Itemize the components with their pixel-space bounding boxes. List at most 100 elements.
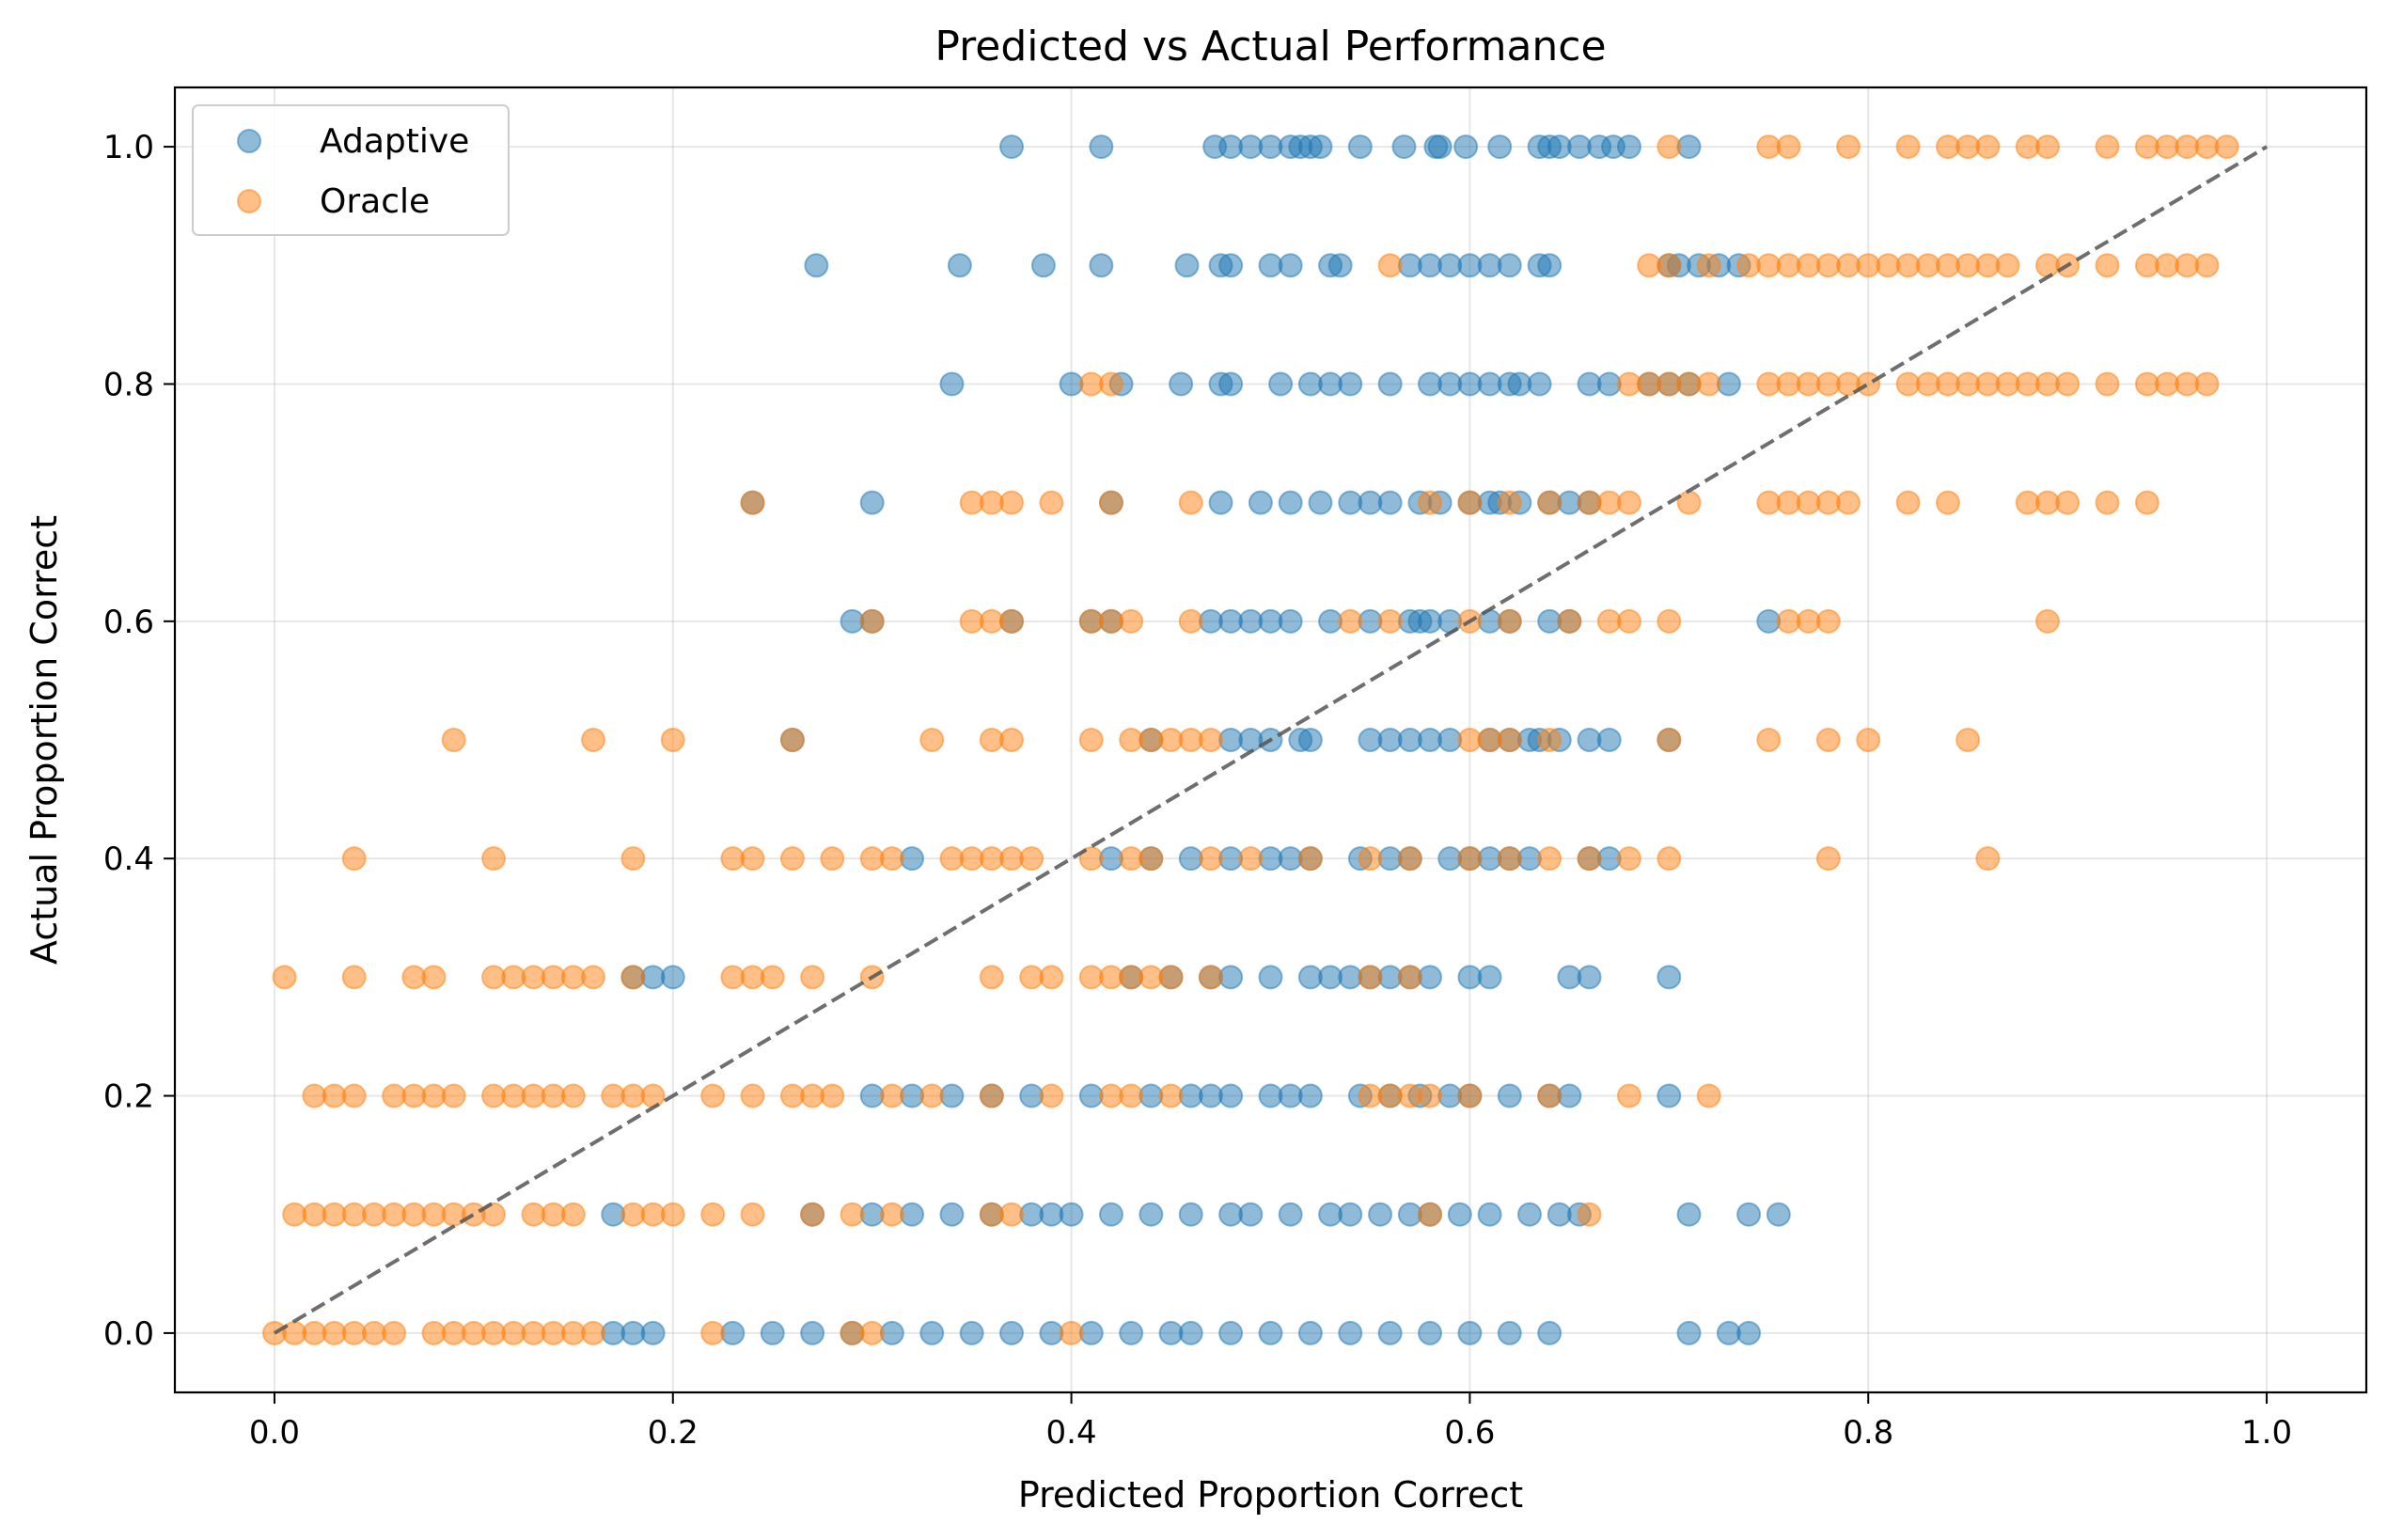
y-tick-label: 1.0	[103, 129, 154, 166]
data-point	[804, 253, 829, 278]
data-point	[1297, 846, 1323, 872]
legend-box	[192, 104, 510, 236]
data-point	[1975, 134, 2001, 160]
data-point	[341, 1083, 367, 1108]
series-oracle	[261, 134, 2239, 1345]
data-point	[820, 1083, 845, 1108]
data-point	[1218, 253, 1244, 278]
data-point	[1039, 490, 1064, 515]
data-point	[1676, 1202, 1702, 1227]
data-point	[1059, 1202, 1084, 1227]
data-point	[999, 608, 1025, 634]
data-point	[2055, 490, 2081, 515]
data-point	[999, 490, 1025, 515]
data-point	[1477, 1202, 1502, 1227]
y-tick-label: 0.6	[103, 604, 154, 641]
data-point	[1427, 134, 1453, 160]
legend-marker-adaptive	[237, 129, 261, 153]
x-tick-label: 0.2	[648, 1414, 699, 1452]
data-point	[1338, 371, 1363, 397]
data-point	[959, 1320, 984, 1345]
data-point	[999, 728, 1025, 752]
data-point	[1098, 1202, 1123, 1227]
data-point	[341, 965, 367, 990]
data-point	[1657, 965, 1682, 990]
data-point	[341, 846, 367, 872]
data-point	[1453, 134, 1479, 160]
data-point	[1377, 371, 1403, 397]
data-point	[1208, 490, 1233, 515]
data-point	[740, 1202, 765, 1227]
data-point	[740, 846, 765, 872]
data-point	[1995, 253, 2020, 278]
y-axis-label: Actual Proportion Correct	[24, 515, 65, 965]
data-point	[1198, 846, 1223, 872]
data-point	[1616, 846, 1641, 872]
data-point	[1836, 134, 1861, 160]
data-point	[820, 846, 845, 872]
data-point	[700, 1320, 726, 1345]
data-point	[620, 846, 646, 872]
x-tick-label: 0.4	[1046, 1414, 1097, 1452]
data-point	[1278, 253, 1303, 278]
data-point	[1955, 728, 1981, 752]
data-point	[1139, 1202, 1164, 1227]
data-point	[1856, 371, 1881, 397]
data-point	[939, 371, 965, 397]
data-point	[999, 1320, 1025, 1345]
data-point	[859, 608, 885, 634]
data-point	[560, 1202, 586, 1227]
data-point	[1198, 728, 1223, 752]
data-point	[1098, 371, 1123, 397]
data-point	[1019, 846, 1044, 872]
data-point	[660, 728, 685, 752]
data-point	[1218, 371, 1244, 397]
data-point	[1457, 490, 1483, 515]
data-point	[1676, 490, 1702, 515]
data-point	[2034, 134, 2060, 160]
data-point	[581, 965, 606, 990]
data-point	[879, 1083, 904, 1108]
data-point	[1616, 1083, 1641, 1108]
data-point	[1537, 1320, 1563, 1345]
data-point	[1497, 253, 1522, 278]
data-point	[800, 1320, 825, 1345]
data-point	[1368, 1202, 1393, 1227]
data-point	[1078, 728, 1104, 752]
data-point	[1657, 846, 1682, 872]
data-point	[1297, 728, 1323, 752]
data-point	[700, 1083, 726, 1108]
data-point	[1497, 1083, 1522, 1108]
data-point	[1557, 608, 1582, 634]
data-point	[999, 134, 1025, 160]
data-point	[1537, 490, 1563, 515]
data-point	[1377, 1320, 1403, 1345]
data-point	[1657, 1083, 1682, 1108]
data-point	[1457, 1320, 1483, 1345]
data-point	[1278, 490, 1303, 515]
data-point	[1596, 728, 1622, 752]
data-point	[840, 1202, 865, 1227]
data-point	[660, 965, 685, 990]
data-point	[1418, 1202, 1443, 1227]
data-point	[620, 965, 646, 990]
data-point	[1895, 490, 1921, 515]
data-point	[1975, 846, 2001, 872]
data-point	[1089, 253, 1114, 278]
data-point	[1347, 134, 1373, 160]
data-point	[1059, 1320, 1084, 1345]
data-point	[1935, 490, 1960, 515]
data-point	[2095, 134, 2120, 160]
data-point	[1039, 965, 1064, 990]
data-point	[1377, 490, 1403, 515]
data-point	[1119, 608, 1144, 634]
data-point	[1238, 1202, 1264, 1227]
data-point	[740, 1083, 765, 1108]
data-point	[1537, 253, 1563, 278]
data-point	[1418, 1083, 1443, 1108]
data-point	[1497, 490, 1522, 515]
data-point	[1497, 1320, 1522, 1345]
x-tick-label: 0.0	[249, 1414, 300, 1452]
data-point	[481, 1202, 507, 1227]
